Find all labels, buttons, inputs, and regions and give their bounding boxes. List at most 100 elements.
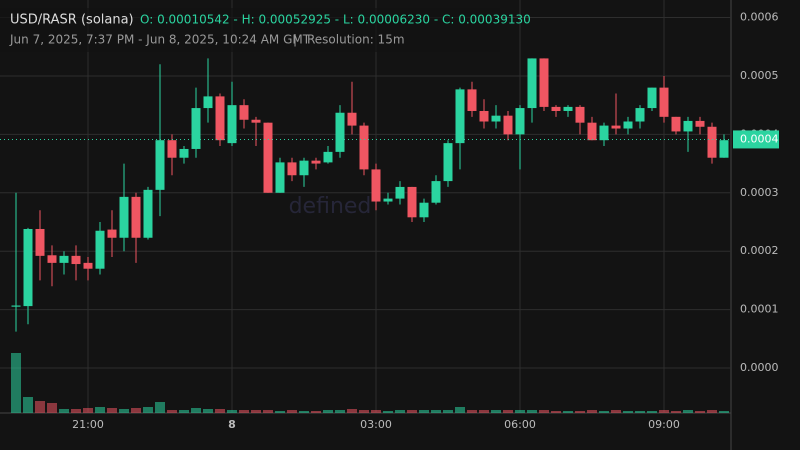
volume-bar xyxy=(563,411,573,413)
volume-bar xyxy=(35,401,45,413)
candle-body xyxy=(239,105,249,120)
volume-bar xyxy=(383,411,393,413)
volume-bar xyxy=(587,410,597,413)
volume-bar xyxy=(167,410,177,413)
candle-body xyxy=(119,196,129,238)
y-tick-label: 0.0003 xyxy=(740,186,779,199)
candle-body xyxy=(683,120,693,132)
candle-body xyxy=(647,87,657,109)
volume-bar xyxy=(95,407,105,413)
candle-body xyxy=(479,110,489,122)
candle-body xyxy=(359,125,369,170)
volume-bar xyxy=(407,410,417,413)
candle-body xyxy=(263,122,273,193)
volume-bar xyxy=(347,409,357,413)
volume-bar xyxy=(635,411,645,413)
volume-bar xyxy=(323,410,333,413)
volume-bar xyxy=(551,411,561,413)
volume-bar xyxy=(527,410,537,413)
volume-bar xyxy=(707,410,717,413)
volume-bar xyxy=(719,411,729,413)
candle-body xyxy=(575,106,585,123)
volume-bar xyxy=(275,411,285,413)
candle-body xyxy=(671,116,681,132)
volume-bar xyxy=(71,409,81,413)
volume-bar xyxy=(515,410,525,413)
candle-body xyxy=(95,230,105,269)
candle-body xyxy=(443,143,453,182)
candle-body xyxy=(155,140,165,190)
volume-bar xyxy=(143,407,153,413)
x-tick-label: 8 xyxy=(228,418,236,431)
header-bg xyxy=(0,8,500,52)
y-tick-label: 0.0000 xyxy=(740,361,779,374)
volume-bar xyxy=(359,410,369,413)
candle-body xyxy=(203,96,213,109)
last-price-label: 0.0004 xyxy=(740,132,779,145)
resolution: Resolution: 15m xyxy=(307,33,405,47)
volume-bar xyxy=(179,410,189,413)
volume-bar xyxy=(227,410,237,413)
volume-bar xyxy=(299,411,309,413)
candle-body xyxy=(515,108,525,135)
watermark: defined xyxy=(289,194,372,219)
candle-body xyxy=(371,169,381,202)
candle-body xyxy=(287,162,297,176)
x-tick-label: 06:00 xyxy=(504,418,536,431)
candle-body xyxy=(335,112,345,152)
candle-body xyxy=(719,140,729,158)
candle-body xyxy=(299,160,309,176)
volume-bar xyxy=(611,410,621,413)
volume-bar xyxy=(131,408,141,413)
candle-body xyxy=(11,305,21,307)
candle-body xyxy=(563,106,573,111)
volume-bar xyxy=(251,410,261,413)
y-tick-label: 0.0001 xyxy=(740,303,779,316)
candle-body xyxy=(455,89,465,144)
candle-body xyxy=(107,229,117,238)
volume-bar xyxy=(203,409,213,413)
volume-bar xyxy=(419,410,429,413)
volume-bar xyxy=(659,410,669,413)
candle-body xyxy=(347,112,357,126)
candle-body xyxy=(707,126,717,158)
candle-body xyxy=(419,202,429,218)
volume-bar xyxy=(395,410,405,413)
last-price-box xyxy=(733,130,779,149)
candle-body xyxy=(599,125,609,141)
candle-body xyxy=(23,228,33,307)
candle-body xyxy=(47,255,57,263)
volume-bar xyxy=(335,410,345,413)
volume-bar xyxy=(107,408,117,413)
volume-bar xyxy=(455,407,465,413)
candle-body xyxy=(659,87,669,117)
candle-body xyxy=(83,262,93,269)
candle-body xyxy=(491,115,501,122)
volume-bar xyxy=(647,411,657,413)
y-tick-label: 0.0002 xyxy=(740,244,779,257)
subtitle: Jun 7, 2025, 7:37 PM - Jun 8, 2025, 10:2… xyxy=(9,33,311,47)
volume-bar xyxy=(575,411,585,413)
volume-bar xyxy=(539,410,549,413)
volume-bar xyxy=(479,410,489,413)
candle-body xyxy=(431,181,441,203)
candle-body xyxy=(503,115,513,135)
candle-body xyxy=(587,122,597,141)
separator: | xyxy=(293,33,297,47)
x-tick-label: 03:00 xyxy=(360,418,392,431)
candle-body xyxy=(35,228,45,256)
candle-body xyxy=(227,105,237,144)
candle-body xyxy=(59,255,69,263)
candle-body xyxy=(539,58,549,107)
volume-bar xyxy=(23,397,33,413)
volume-bar xyxy=(119,409,129,413)
candle-body xyxy=(395,186,405,199)
x-tick-label: 21:00 xyxy=(72,418,104,431)
volume-bar xyxy=(671,411,681,413)
volume-bar xyxy=(11,353,21,413)
volume-bar xyxy=(491,410,501,413)
volume-bar xyxy=(59,409,69,413)
candle-body xyxy=(71,255,81,265)
volume-bar xyxy=(443,410,453,413)
y-tick-label: 0.0006 xyxy=(740,11,779,24)
